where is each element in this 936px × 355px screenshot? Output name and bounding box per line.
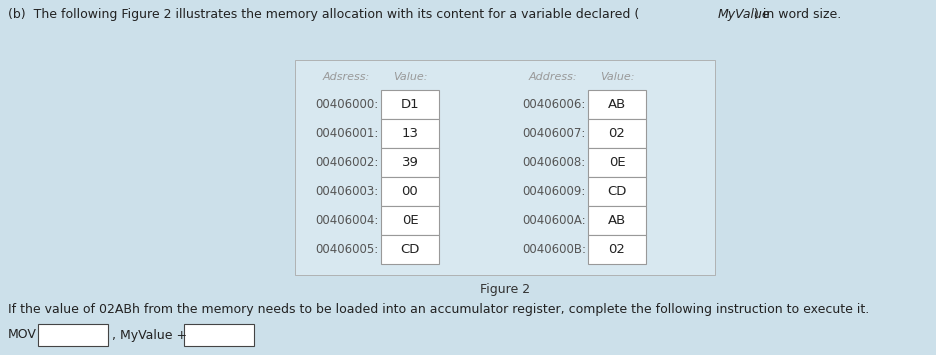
Text: 00406000:: 00406000:: [315, 98, 378, 111]
FancyBboxPatch shape: [295, 60, 714, 275]
Text: D1: D1: [401, 98, 419, 111]
Text: 00406004:: 00406004:: [315, 214, 378, 227]
FancyBboxPatch shape: [381, 148, 439, 177]
Text: ) in word size.: ) in word size.: [753, 8, 841, 21]
Text: MyValue: MyValue: [717, 8, 769, 21]
Text: If the value of 02ABh from the memory needs to be loaded into an accumulator reg: If the value of 02ABh from the memory ne…: [8, 302, 869, 316]
Text: 00406008:: 00406008:: [522, 156, 585, 169]
Text: 02: 02: [607, 243, 624, 256]
Text: 39: 39: [402, 156, 418, 169]
Text: Address:: Address:: [528, 72, 577, 82]
FancyBboxPatch shape: [588, 206, 645, 235]
Text: 13: 13: [401, 127, 418, 140]
FancyBboxPatch shape: [381, 119, 439, 148]
Text: (b)  The following Figure 2 illustrates the memory allocation with its content f: (b) The following Figure 2 illustrates t…: [8, 8, 638, 21]
Text: Value:: Value:: [392, 72, 427, 82]
FancyBboxPatch shape: [588, 235, 645, 264]
Text: , MyValue +: , MyValue +: [112, 328, 187, 342]
FancyBboxPatch shape: [588, 119, 645, 148]
Text: 00406003:: 00406003:: [315, 185, 378, 198]
Text: 00406007:: 00406007:: [522, 127, 585, 140]
FancyBboxPatch shape: [588, 148, 645, 177]
Text: 00406009:: 00406009:: [522, 185, 585, 198]
FancyBboxPatch shape: [588, 177, 645, 206]
Text: CD: CD: [607, 185, 626, 198]
Text: 00406002:: 00406002:: [315, 156, 378, 169]
Text: MOV: MOV: [8, 328, 37, 342]
FancyBboxPatch shape: [38, 324, 108, 346]
Text: 0E: 0E: [402, 214, 417, 227]
Text: 0E: 0E: [608, 156, 624, 169]
FancyBboxPatch shape: [183, 324, 254, 346]
FancyBboxPatch shape: [588, 90, 645, 119]
Text: 0040600A:: 0040600A:: [521, 214, 585, 227]
Text: 00406005:: 00406005:: [315, 243, 378, 256]
Text: 00: 00: [402, 185, 418, 198]
Text: 0040600B:: 0040600B:: [521, 243, 585, 256]
FancyBboxPatch shape: [381, 90, 439, 119]
FancyBboxPatch shape: [381, 177, 439, 206]
Text: AB: AB: [607, 214, 625, 227]
Text: 02: 02: [607, 127, 624, 140]
FancyBboxPatch shape: [381, 206, 439, 235]
Text: Adsress:: Adsress:: [322, 72, 369, 82]
Text: 00406001:: 00406001:: [315, 127, 378, 140]
Text: CD: CD: [400, 243, 419, 256]
FancyBboxPatch shape: [381, 235, 439, 264]
Text: Value:: Value:: [599, 72, 634, 82]
Text: 00406006:: 00406006:: [522, 98, 585, 111]
Text: AB: AB: [607, 98, 625, 111]
Text: Figure 2: Figure 2: [479, 283, 530, 295]
